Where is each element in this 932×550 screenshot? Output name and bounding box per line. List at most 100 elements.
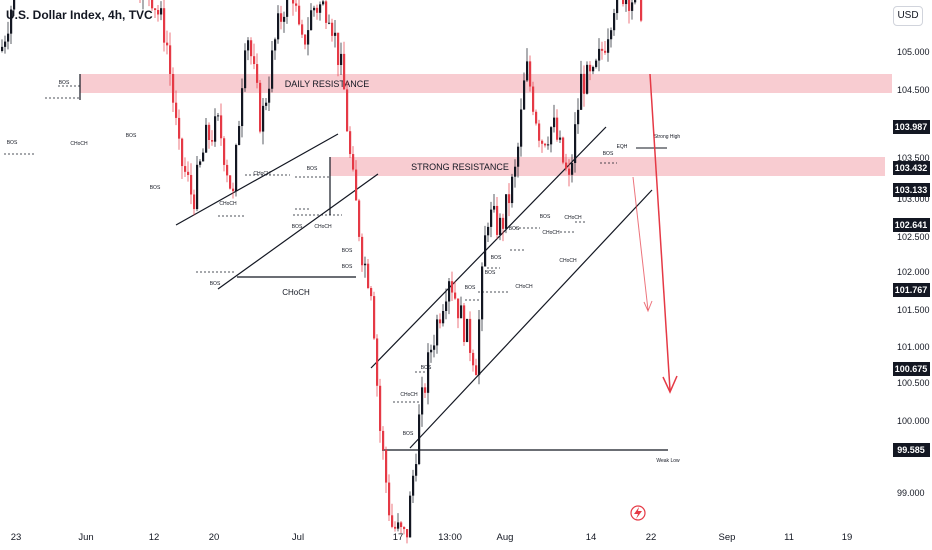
candle-body-154 xyxy=(463,305,466,342)
trend-line-1 xyxy=(175,133,339,226)
flash-icon-ring xyxy=(630,505,646,521)
candle-body-172 xyxy=(517,146,520,167)
candle-body-165 xyxy=(496,205,499,235)
price-label-99.000: 99.000 xyxy=(897,488,925,498)
candle-body-185 xyxy=(556,117,559,140)
candle-body-1 xyxy=(4,41,7,47)
annotation-bos-25: BOS xyxy=(403,431,414,437)
candle-body-111 xyxy=(334,32,337,36)
price-tag-101.767: 101.767 xyxy=(895,285,928,295)
price-axis[interactable]: 105.000 104.500 103.500 103.000 102.500 102.0… xyxy=(893,47,930,498)
price-tag-102.641: 102.641 xyxy=(895,220,928,230)
candle-body-55 xyxy=(166,42,169,46)
price-label-102.500: 102.500 xyxy=(897,232,930,242)
candle-body-71 xyxy=(214,116,217,142)
candle-body-134 xyxy=(403,527,406,530)
time-label-1: Jun xyxy=(78,532,93,543)
candle-body-146 xyxy=(439,319,442,324)
annotation-choch-18: CHoCH xyxy=(515,284,533,290)
price-tag-bg-4 xyxy=(893,283,930,297)
time-label-12: 19 xyxy=(842,532,853,543)
candle-body-124 xyxy=(373,296,376,339)
candle-body-150 xyxy=(451,281,454,293)
candle-body-3 xyxy=(10,9,13,34)
candle-body-87 xyxy=(262,105,265,132)
candle-body-184 xyxy=(553,117,556,128)
candle-body-168 xyxy=(505,194,508,229)
candle-body-169 xyxy=(508,194,511,204)
candle-body-170 xyxy=(511,176,514,204)
candle-body-116 xyxy=(349,131,352,155)
arrow-secondary-shaft xyxy=(632,176,649,311)
candle-body-188 xyxy=(565,162,568,169)
candle-body-153 xyxy=(460,305,463,319)
candle-body-152 xyxy=(457,298,460,319)
candle-body-77 xyxy=(232,188,235,192)
candle-body-179 xyxy=(538,123,541,141)
annotation-choch-5: CHoCH xyxy=(219,201,237,207)
candle-body-148 xyxy=(445,301,448,312)
time-label-9: 22 xyxy=(646,532,657,543)
candle-body-56 xyxy=(169,45,172,74)
arrow-main-head xyxy=(662,375,678,394)
candle-body-92 xyxy=(277,13,280,40)
candle-body-163 xyxy=(490,209,493,227)
candle-body-144 xyxy=(433,345,436,350)
annotation-bos-10: BOS xyxy=(292,224,303,230)
candle-body-133 xyxy=(400,522,403,528)
candle-body-147 xyxy=(442,311,445,324)
candle-body-67 xyxy=(202,152,205,162)
annotation-bos-6: BOS xyxy=(210,281,221,287)
candle-body-54 xyxy=(163,8,166,43)
price-tag-bg-5 xyxy=(893,362,930,376)
candle-body-183 xyxy=(550,127,553,145)
candle-body-118 xyxy=(355,169,358,201)
candle-body-135 xyxy=(406,529,409,538)
price-tag-103.133: 103.133 xyxy=(895,185,928,195)
candle-body-69 xyxy=(208,124,211,140)
candle-body-114 xyxy=(343,53,346,90)
candle-body-180 xyxy=(541,140,544,144)
candle-body-190 xyxy=(571,163,574,175)
candle-body-121 xyxy=(364,263,367,266)
candle-body-137 xyxy=(412,475,415,496)
price-label-103.000: 103.000 xyxy=(897,194,930,204)
candle-body-94 xyxy=(283,16,286,22)
candle-body-159 xyxy=(478,319,481,376)
candle-body-110 xyxy=(331,22,334,36)
candle-body-126 xyxy=(379,385,382,431)
price-tag-103.987: 103.987 xyxy=(895,122,928,132)
flash-icon[interactable] xyxy=(630,505,646,521)
candle-body-107 xyxy=(322,1,325,5)
currency-button[interactable]: USD xyxy=(893,6,923,26)
annotation-weak-low-28: Weak Low xyxy=(656,458,680,464)
candle-body-113 xyxy=(340,53,343,66)
candle-body-102 xyxy=(307,30,310,45)
candle-body-68 xyxy=(205,124,208,153)
candle-body-59 xyxy=(178,117,181,139)
time-axis[interactable]: 23 Jun 12 20 Jul 17 13:00 Aug 14 22 Sep 11 19 xyxy=(11,532,853,543)
candle-body-62 xyxy=(187,171,190,175)
candle-body-65 xyxy=(196,164,199,210)
candle-body-123 xyxy=(370,288,373,297)
candle-body-72 xyxy=(217,115,220,117)
annotation-choch-21: CHoCH xyxy=(559,258,577,264)
annotation-choch-13: CHoCH xyxy=(400,392,418,398)
resistance-zones: DAILY RESISTANCE STRONG RESISTANCE xyxy=(80,74,892,176)
annotation-bos-22: BOS xyxy=(603,151,614,157)
candle-body-115 xyxy=(346,89,349,132)
candle-body-73 xyxy=(220,115,223,139)
price-label-100.000: 100.000 xyxy=(897,416,930,426)
candle-body-194 xyxy=(583,73,586,94)
time-label-2: 12 xyxy=(149,532,160,543)
time-label-7: Aug xyxy=(497,532,514,543)
candle-body-80 xyxy=(241,88,244,127)
candle-body-189 xyxy=(568,168,571,175)
candle-body-166 xyxy=(499,217,502,235)
candle-body-82 xyxy=(247,40,250,51)
candle-body-202 xyxy=(607,39,610,53)
candle-body-173 xyxy=(520,109,523,147)
zone-label-1: DAILY RESISTANCE xyxy=(285,79,370,89)
candle-body-105 xyxy=(316,7,319,13)
